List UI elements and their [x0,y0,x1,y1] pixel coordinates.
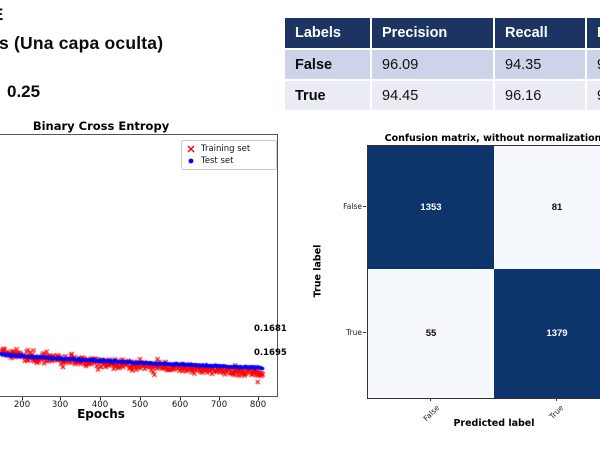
table-row-false-recall: 94.35 [495,50,585,79]
bce-xaxis-label: Epochs [77,407,125,421]
table-row-false-f1-partial: 9 [587,50,600,79]
header-line1-fragment: E [0,5,3,25]
bce-xtick-label: 300 [51,400,69,410]
table-header-recall: Recall [495,18,585,48]
bce-xtick-label: 200 [13,400,31,410]
table-header-labels: Labels [285,18,370,48]
legend-entry-test: Test set [186,156,272,166]
cm-xtick [430,398,431,401]
cm-row-label-false: False [343,202,362,211]
bce-xtick [258,397,259,400]
bce-chart-title: Binary Cross Entropy [32,119,170,133]
bce-xtick [100,397,101,400]
bce-xtick [22,397,23,400]
bce-xtick-label: 700 [210,400,228,410]
cm-cell-true-positive: 1379 [494,269,600,398]
bce-xtick [60,397,61,400]
bce-xtick-label: 400 [91,400,109,410]
header-line2: s (Una capa oculta) [0,33,164,53]
legend-label-training: Training set [201,144,251,154]
bce-scatter-plot [0,134,278,396]
cm-xaxis-label: Predicted label [453,418,535,429]
cm-xtick [556,398,557,401]
bce-xtick [219,397,220,400]
cm-ytick [363,332,366,333]
bce-xtick-label: 500 [131,400,149,410]
bce-xtick [140,397,141,400]
bce-xtick-label: 800 [249,400,267,410]
confusion-matrix: 1353 81 55 1379 [367,145,600,399]
table-row-true-recall: 96.16 [495,81,585,110]
cm-cell-false-positive: 81 [494,146,600,269]
bce-annotation-final-train: 0.1681 [254,324,287,334]
legend-label-test: Test set [201,156,234,166]
cm-yaxis-label: True label [312,244,324,298]
bce-legend: Training set Test set [181,140,277,170]
bce-xtick-label: 600 [171,400,189,410]
cm-cell-true-negative: 1353 [368,146,494,269]
legend-entry-training: Training set [186,144,272,154]
bce-annotation-final-test: 0.1695 [254,348,287,358]
table-row-true-precision: 94.45 [372,81,493,110]
table-row-false-precision: 96.09 [372,50,493,79]
table-header-precision: Precision [372,18,493,48]
table-row-false-label: False [285,50,370,79]
cm-cell-false-negative: 55 [368,269,494,398]
metrics-table: Labels Precision Recall F False 96.09 94… [285,18,600,110]
test-set-dot-marker-icon [188,158,194,164]
training-set-x-marker-icon [187,145,195,153]
confusion-matrix-title: Confusion matrix, without normalization [384,133,600,144]
table-header-f1-partial: F [587,18,600,48]
table-row-true-label: True [285,81,370,110]
bce-bottom-spine [0,396,278,397]
header-line3: 0.25 [7,82,41,101]
table-row-true-f1-partial: 9 [587,81,600,110]
cm-row-label-true: True [346,328,362,337]
bce-xtick [180,397,181,400]
cm-ytick [363,206,366,207]
